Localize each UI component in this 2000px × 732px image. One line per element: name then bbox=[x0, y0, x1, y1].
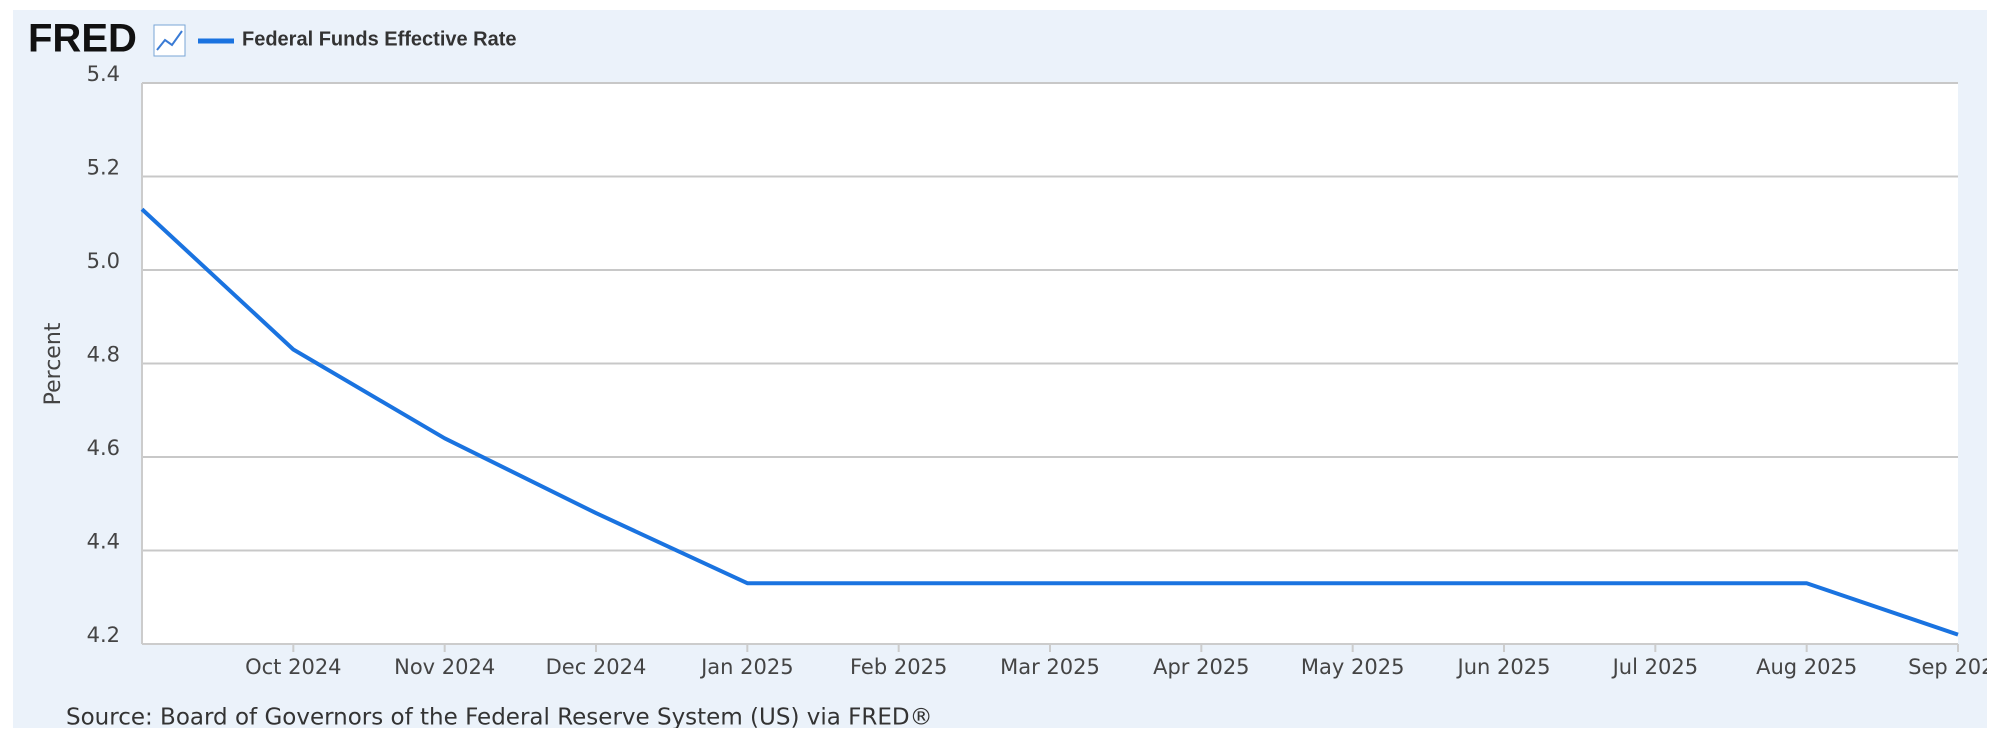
legend-label: Federal Funds Effective Rate bbox=[242, 28, 517, 50]
y-tick-label: 4.8 bbox=[87, 343, 120, 367]
x-tick-label: Oct 2024 bbox=[245, 655, 341, 679]
x-tick-label: Jan 2025 bbox=[699, 655, 794, 679]
source-note: Source: Board of Governors of the Federa… bbox=[66, 705, 933, 729]
x-tick-label: Aug 2025 bbox=[1756, 655, 1857, 679]
x-tick-label: Apr 2025 bbox=[1153, 655, 1249, 679]
logo-icon-line bbox=[156, 30, 183, 51]
x-tick-label: Nov 2024 bbox=[394, 655, 495, 679]
x-tick-label: Mar 2025 bbox=[1000, 655, 1100, 679]
y-tick-label: 4.2 bbox=[87, 623, 120, 647]
x-tick-label: Dec 2024 bbox=[546, 655, 647, 679]
y-tick-label: 5.0 bbox=[87, 249, 120, 273]
y-tick-label: 4.6 bbox=[87, 436, 120, 460]
x-tick-label: Jul 2025 bbox=[1611, 655, 1698, 679]
y-tick-label: 4.4 bbox=[87, 530, 120, 554]
plot-layer: 4.2 4.4 4.6 4.8 5.0 5.2 5.4 Oct 2024 Nov 2024 Dec… bbox=[87, 62, 2000, 679]
y-tick-label: 5.2 bbox=[87, 156, 120, 180]
logo: FRED bbox=[28, 17, 137, 61]
x-tick-label: Feb 2025 bbox=[850, 655, 947, 679]
x-tick-label: May 2025 bbox=[1301, 655, 1405, 679]
logo-icon bbox=[153, 24, 186, 57]
x-tick-label: Sep 2025 bbox=[1908, 655, 2000, 679]
y-axis-label: Percent bbox=[41, 322, 66, 405]
data-line bbox=[140, 207, 1959, 637]
y-tick-label: 5.4 bbox=[87, 62, 120, 86]
x-tick-label: Jun 2025 bbox=[1456, 655, 1551, 679]
